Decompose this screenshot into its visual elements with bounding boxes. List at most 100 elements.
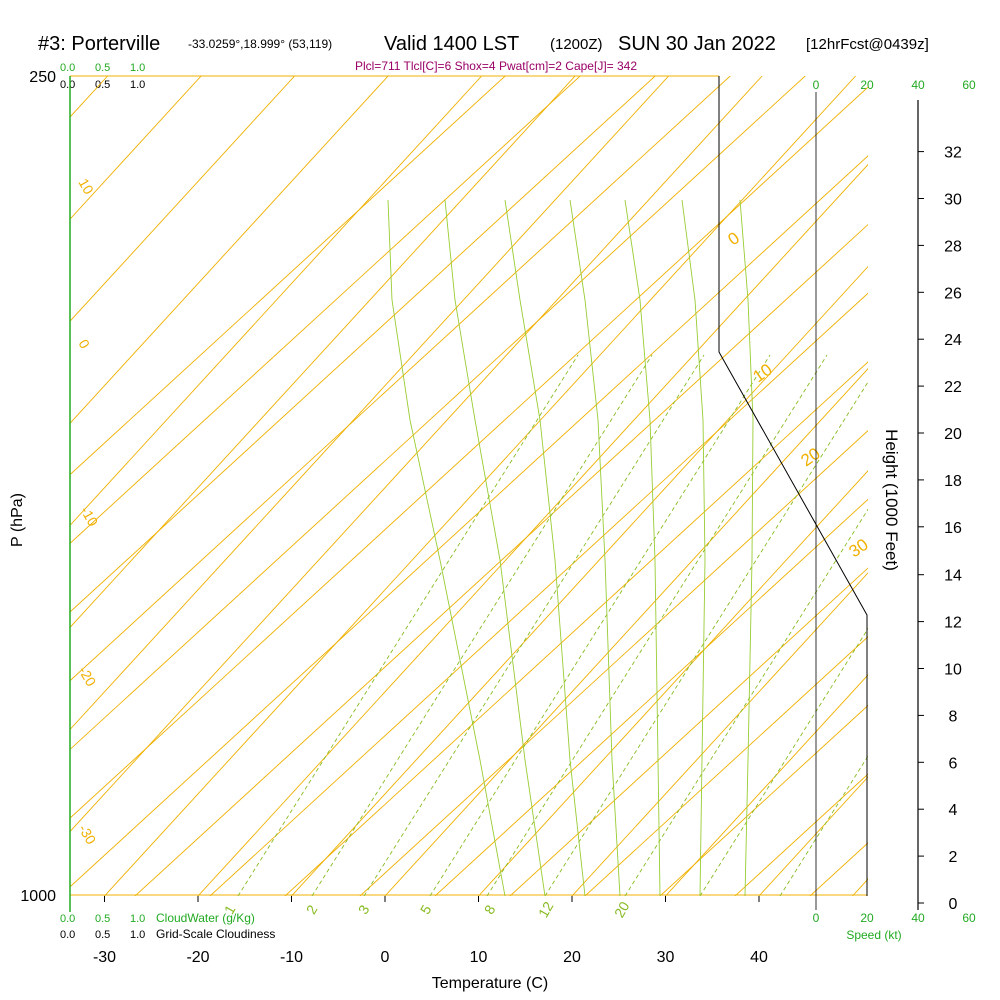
speed-tick: 20	[860, 78, 874, 92]
dry-adiabat	[70, 76, 656, 613]
x-tick-label: 20	[563, 949, 581, 966]
speed-tick: 0	[813, 78, 820, 92]
dry-adiabat	[134, 223, 868, 896]
isotherm	[0, 76, 14, 896]
cloudwater-tick: 0.0	[60, 62, 75, 74]
isotherm	[384, 368, 868, 896]
speed-tick: 0	[813, 911, 820, 925]
isotherm-label: 0	[75, 337, 93, 352]
height-tick-label: 14	[944, 568, 962, 585]
height-tick-label: 0	[949, 896, 958, 913]
mixing-ratio-labels: 1 2 3 5 8 12 20	[221, 899, 633, 921]
height-tick-label: 24	[944, 332, 962, 349]
isotherm	[104, 76, 856, 896]
dry-adiabat	[70, 76, 731, 682]
x-tick-label: -30	[93, 949, 116, 966]
speed-scale: 0 20 40 60 0 20 40 60 Speed (kt)	[813, 78, 976, 942]
moist-adiabat	[739, 199, 754, 896]
mixing-ratio-line	[624, 508, 868, 896]
moist-adiabat	[681, 199, 706, 896]
moist-adiabat	[444, 199, 546, 896]
x-tick-label: 30	[657, 949, 675, 966]
moist-adiabat	[387, 199, 506, 896]
isotherm-label: -20	[75, 664, 99, 690]
height-tick-label: 30	[944, 192, 962, 209]
x-tick-label: 10	[470, 949, 488, 966]
dry-adiabat	[434, 498, 868, 896]
dry-adiabat	[584, 636, 868, 896]
speed-tick: 60	[962, 78, 976, 92]
moist-adiabat-lines	[387, 199, 754, 896]
cloudwater-tick: 1.0	[130, 913, 145, 925]
mixing-ratio-label: 2	[303, 902, 321, 917]
station-title: #3: Porterville	[38, 33, 160, 55]
speed-label: Speed (kt)	[846, 928, 901, 942]
mixing-ratio-line	[237, 354, 579, 896]
mixing-ratio-line	[699, 627, 868, 896]
isotherm-label: 20	[797, 444, 823, 470]
x-tick-label: 0	[381, 949, 390, 966]
height-tick-label: 20	[944, 426, 962, 443]
isotherm-label: 10	[749, 360, 775, 386]
isotherm	[70, 76, 389, 424]
cloudwater-tick: 0.0	[60, 913, 75, 925]
cloudwater-tick: 1.0	[130, 62, 145, 74]
pressure-tick-label: 1000	[20, 888, 56, 905]
mixing-ratio-label: 12	[535, 899, 557, 921]
speed-tick: 40	[911, 78, 925, 92]
dry-adiabat	[70, 76, 806, 751]
isotherm-label: -30	[75, 822, 99, 848]
height-tick-label: 6	[949, 755, 958, 772]
height-tick-label: 28	[944, 238, 962, 255]
height-tick-label: 4	[949, 802, 958, 819]
cloudiness-tick: 0.5	[95, 79, 110, 91]
isotherm	[70, 76, 295, 322]
dry-adiabat	[960, 0, 1000, 896]
cloudiness-tick: 1.0	[130, 929, 145, 941]
cloudiness-tick: 0.5	[95, 929, 110, 941]
dry-adiabat	[659, 704, 868, 896]
isotherm-label: 10	[75, 176, 97, 198]
isotherm-lines	[0, 0, 1000, 896]
y-axis-label: P (hPa)	[9, 493, 26, 547]
speed-tick: 60	[962, 911, 976, 925]
isotherm	[665, 674, 868, 896]
cloud-scale-bottom: 0.0 0.5 1.0 CloudWater (g/Kg) 0.0 0.5 1.…	[60, 911, 275, 941]
cloud-scale-top: 0.0 0.5 1.0 0.0 0.5 1.0	[60, 62, 145, 91]
pressure-tick-label: 250	[29, 69, 56, 86]
cloudiness-tick: 1.0	[130, 79, 145, 91]
height-tick-label: 2	[949, 849, 958, 866]
dry-adiabat	[209, 292, 868, 896]
height-tick-label: 26	[944, 285, 962, 302]
plot-boundary	[69, 76, 868, 912]
parcel-params: Plcl=711 Tlcl[C]=6 Shox=4 Pwat[cm]=2 Cap…	[355, 59, 637, 73]
mixing-ratio-line	[363, 354, 705, 896]
isotherm	[571, 572, 868, 896]
valid-zulu: (1200Z)	[550, 36, 603, 53]
station-coords: -33.0259°,18.999° (53,119)	[188, 37, 332, 51]
isotherm	[758, 776, 868, 896]
dry-adiabat	[70, 155, 868, 888]
axes: -30-20-100102030402503004005007008501000…	[20, 69, 962, 966]
isobar-lines	[70, 75, 867, 896]
moist-adiabat	[569, 199, 621, 896]
height-tick-label: 10	[944, 662, 962, 679]
isotherm	[70, 76, 108, 118]
valid-time: Valid 1400 LST	[384, 33, 519, 55]
mixing-ratio-label: 8	[481, 902, 499, 917]
dry-adiabat	[885, 0, 1000, 896]
mixing-ratio-label: 3	[355, 902, 373, 917]
dry-adiabat	[70, 76, 581, 544]
moist-adiabat	[624, 199, 661, 896]
dry-adiabat	[509, 567, 868, 896]
cloudwater-tick: 0.5	[95, 62, 110, 74]
mixing-ratio-label: 5	[417, 902, 435, 917]
mixing-ratio-line	[544, 381, 868, 896]
isotherm	[70, 76, 763, 833]
x-tick-label: 40	[750, 949, 768, 966]
cloudiness-tick: 0.0	[60, 929, 75, 941]
cloudiness-label: Grid-Scale Cloudiness	[156, 927, 275, 941]
valid-date: SUN 30 Jan 2022	[618, 33, 776, 55]
mixing-ratio-line	[486, 354, 828, 896]
